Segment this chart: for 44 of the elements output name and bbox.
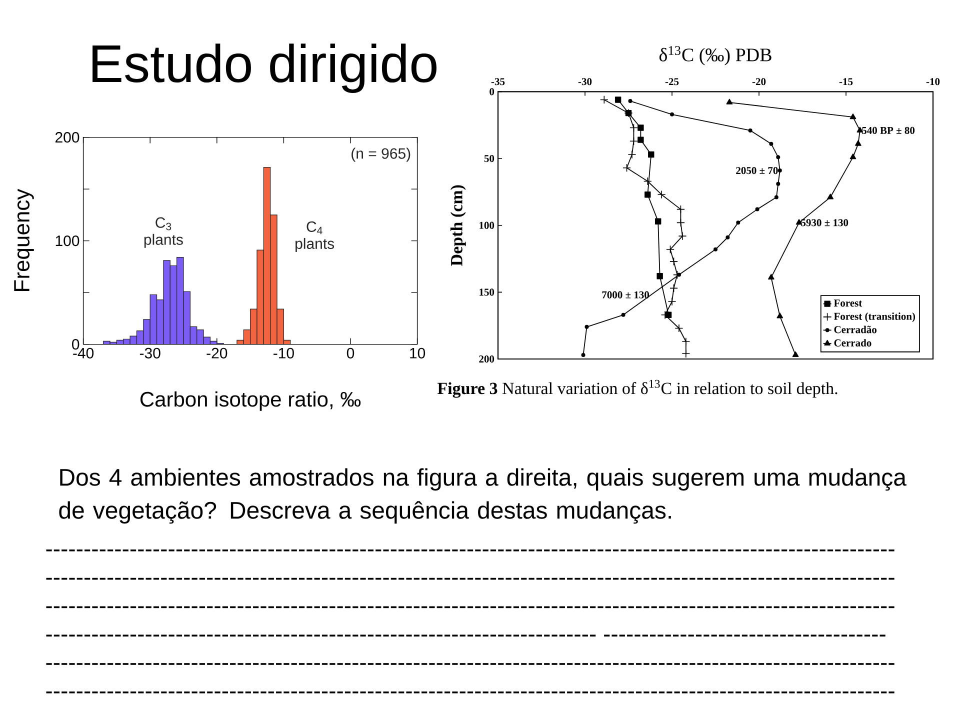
annotation: (n = 965) bbox=[352, 148, 410, 162]
y-tick-label: 0 bbox=[72, 338, 80, 350]
x-axis-title: Carbon isotope ratio, ‰ bbox=[140, 391, 361, 411]
y-tick-label: 200 bbox=[479, 355, 494, 363]
y-tick-label: 50 bbox=[484, 154, 494, 162]
text: --------------------------------------------------------------------------------------------------------------- bbox=[46, 549, 894, 552]
x-tick-label: -30 bbox=[140, 348, 160, 358]
x-tick-label: -30 bbox=[578, 78, 592, 86]
legend-label: Forest (transition) bbox=[834, 312, 916, 322]
text: --------------------------------------------------------------------------------------------------------------- bbox=[46, 691, 894, 694]
text: --------------------------------------------------------------------------------------------------------------- bbox=[46, 578, 894, 580]
x-tick-label: -20 bbox=[752, 78, 766, 86]
annotation: 2050 ± 70 bbox=[736, 167, 778, 174]
y-axis-title: Frequency bbox=[14, 188, 34, 291]
x-tick-label: -20 bbox=[206, 348, 228, 358]
text: Dos 4 ambientes amostrados na figura a direita, quais sugerem uma mudança de vegetação? Descreva a sequência destas mudanças. bbox=[59, 468, 906, 524]
series-label: C$_{3}$ plants bbox=[144, 217, 183, 248]
legend-label: Cerradão bbox=[834, 326, 877, 334]
y-tick-label: 100 bbox=[56, 235, 80, 246]
text: Estudo dirigido bbox=[92, 44, 436, 93]
y-axis-title: Depth (cm) bbox=[450, 185, 466, 266]
x-tick-label: -40 bbox=[73, 348, 94, 358]
x-tick-label: 0 bbox=[346, 348, 354, 358]
x-tick-label: -25 bbox=[665, 78, 679, 86]
text: Figure 3 Natural variation of δ$^{13}$C in relation to soil depth. bbox=[438, 380, 838, 398]
x-axis-title: δ$^{13}$C (‰) PDB bbox=[659, 46, 772, 66]
y-tick-label: 100 bbox=[480, 222, 494, 229]
annotation: 540 BP ± 80 bbox=[862, 126, 915, 134]
x-tick-label: -35 bbox=[491, 78, 505, 86]
x-tick-label: -15 bbox=[839, 78, 853, 86]
y-tick-label: 0 bbox=[490, 88, 494, 96]
legend-label: Forest bbox=[834, 300, 862, 307]
text: --------------------------------------------------------------------------------------------------------------- bbox=[46, 663, 894, 665]
text: ------------------------------------------------------------------------ ------------------------------------- bbox=[46, 634, 886, 636]
annotation: 7000 ± 130 bbox=[602, 291, 650, 298]
x-tick-label: 10 bbox=[410, 348, 426, 358]
text: --------------------------------------------------------------------------------------------------------------- bbox=[46, 606, 894, 608]
x-tick-label: -10 bbox=[926, 78, 940, 86]
y-tick-label: 200 bbox=[55, 132, 80, 143]
annotation: 5930 ± 130 bbox=[801, 219, 848, 226]
legend-label: Cerrado bbox=[834, 339, 872, 346]
series-label: C$_{4}$ plants bbox=[296, 221, 334, 252]
y-tick-label: 150 bbox=[480, 288, 494, 296]
x-tick-label: -10 bbox=[274, 348, 294, 358]
